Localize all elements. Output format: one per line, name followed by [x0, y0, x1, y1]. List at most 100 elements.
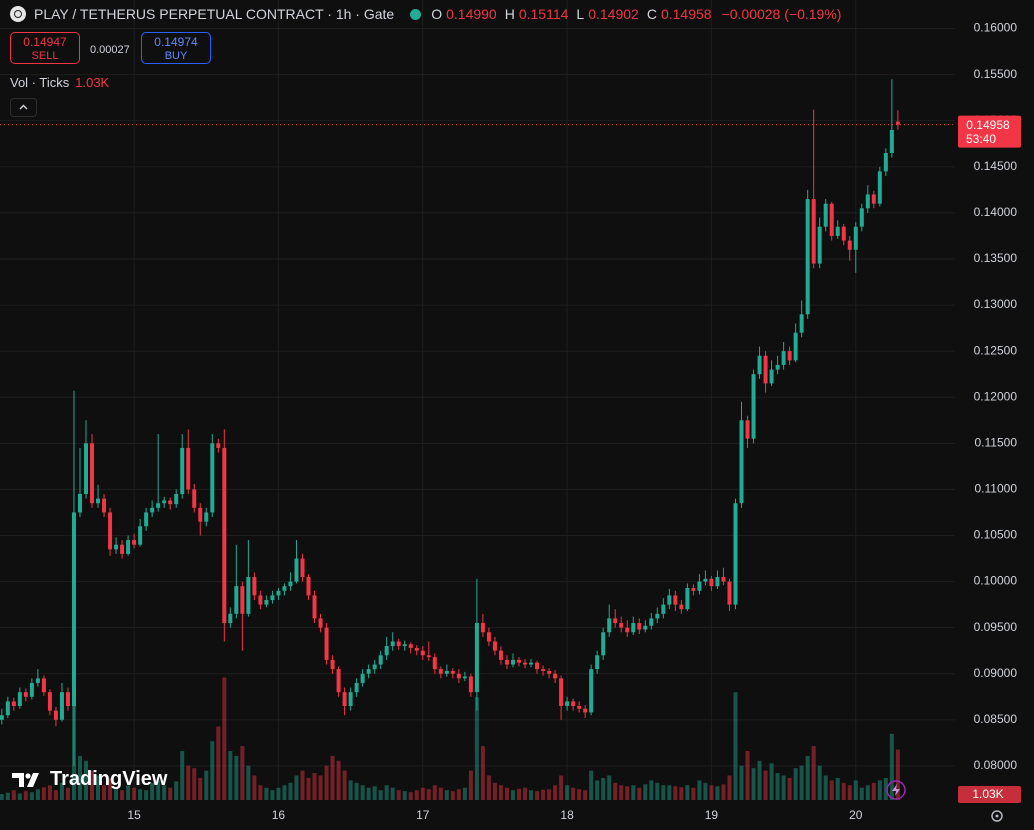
- volume-bar: [450, 791, 455, 800]
- volume-title: Vol · Ticks: [10, 75, 70, 90]
- candle-body: [769, 369, 774, 384]
- volume-bar: [11, 790, 16, 800]
- symbol-title[interactable]: PLAY / TETHERUS PERPETUAL CONTRACT · 1h …: [34, 6, 395, 22]
- y-tick-label: 0.14000: [974, 205, 1018, 219]
- volume-bar: [150, 782, 155, 800]
- volume-tag: [958, 786, 1021, 803]
- volume-bar: [492, 782, 497, 800]
- volume-bar: [444, 790, 449, 800]
- volume-bar: [198, 777, 203, 800]
- y-tick-label: 0.11000: [975, 482, 1018, 496]
- volume-bar: [565, 785, 570, 800]
- collapse-button[interactable]: [10, 98, 37, 117]
- volume-bar: [667, 785, 672, 800]
- volume-bar: [811, 746, 816, 800]
- volume-bar: [354, 782, 359, 800]
- volume-bar: [697, 780, 702, 800]
- candle-body: [462, 676, 467, 679]
- candle-body: [492, 641, 497, 651]
- volume-bar: [330, 755, 335, 800]
- volume-bar: [871, 782, 876, 800]
- buy-button[interactable]: 0.14974 BUY: [141, 32, 211, 64]
- volume-bar: [895, 749, 900, 800]
- countdown-label: 53:40: [966, 132, 996, 146]
- candle-body: [150, 507, 155, 513]
- volume-bar: [336, 760, 341, 800]
- y-tick-label: 0.10000: [974, 574, 1018, 588]
- candle-body: [679, 604, 684, 610]
- candle-body: [228, 613, 233, 624]
- candle-body: [144, 512, 149, 527]
- candle-body: [264, 600, 269, 605]
- volume-bar: [222, 677, 227, 800]
- legend-value: 0.15114: [518, 6, 569, 22]
- legend-change: −0.00028 (−0.19%): [721, 6, 842, 22]
- candle-body: [41, 678, 46, 693]
- volume-bar: [859, 787, 864, 800]
- candle-body: [300, 558, 305, 577]
- volume-bar: [342, 770, 347, 800]
- candle-body: [763, 355, 768, 384]
- y-tick-label: 0.09000: [974, 666, 1018, 680]
- legend-value: 0.14958: [660, 6, 712, 22]
- candle-body: [294, 558, 299, 582]
- candle-body: [120, 544, 125, 554]
- candle-body: [282, 586, 287, 591]
- volume-bar: [228, 751, 233, 800]
- candle-body: [745, 420, 750, 439]
- candle-body: [637, 623, 642, 630]
- candle-body: [29, 682, 34, 697]
- volume-bar: [486, 775, 491, 800]
- candle-body: [685, 588, 690, 610]
- candle-body: [751, 374, 756, 439]
- candle-body: [23, 692, 28, 697]
- candle-body: [270, 595, 275, 600]
- volume-bar: [29, 792, 34, 800]
- volume-bar: [516, 788, 521, 800]
- volume-bar: [655, 782, 660, 800]
- volume-bar: [649, 780, 654, 800]
- volume-bar: [156, 780, 161, 800]
- volume-bar: [595, 780, 600, 800]
- volume-bar: [883, 777, 888, 800]
- candle-body: [108, 512, 113, 550]
- volume-bar: [0, 794, 4, 800]
- candle-body: [691, 588, 696, 591]
- candle-body: [402, 644, 407, 647]
- candle-body: [498, 650, 503, 660]
- volume-bar: [510, 790, 515, 800]
- volume-bar: [745, 751, 750, 800]
- candle-body: [342, 692, 347, 706]
- volume-bar: [5, 792, 10, 800]
- candle-body: [432, 657, 437, 670]
- volume-bar: [504, 787, 509, 800]
- candle-body: [889, 129, 894, 153]
- candle-body: [192, 489, 197, 508]
- candle-body: [577, 705, 582, 709]
- candle-body: [324, 627, 329, 660]
- volume-bar: [204, 770, 209, 800]
- candle-body: [11, 701, 16, 706]
- volume-bar: [589, 770, 594, 800]
- candle-body: [71, 512, 76, 706]
- volume-bar: [41, 787, 46, 800]
- volume-bar: [126, 785, 131, 800]
- candle-body: [739, 420, 744, 504]
- candle-body: [83, 443, 88, 495]
- sell-button[interactable]: 0.14947 SELL: [10, 32, 80, 64]
- header: PLAY / TETHERUS PERPETUAL CONTRACT · 1h …: [10, 6, 841, 22]
- candle-body: [234, 586, 239, 614]
- volume-bar: [276, 787, 281, 800]
- candle-body: [847, 240, 852, 250]
- candle-body: [180, 447, 185, 495]
- volume-bar: [535, 791, 540, 800]
- volume-bar: [775, 773, 780, 800]
- volume-bar: [90, 770, 95, 800]
- x-tick-label: 18: [560, 808, 574, 822]
- buy-label: BUY: [164, 50, 188, 62]
- candle-body: [174, 494, 179, 505]
- candle-body: [384, 646, 389, 656]
- candle-body: [330, 659, 335, 670]
